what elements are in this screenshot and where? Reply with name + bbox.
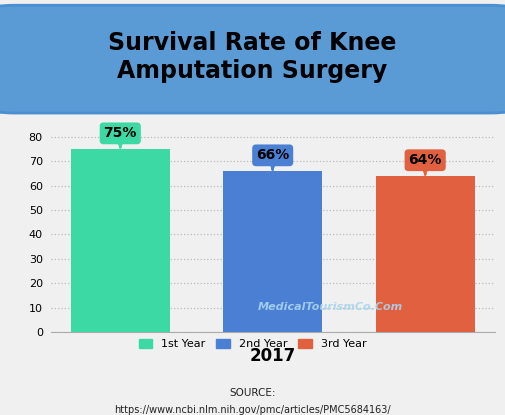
Bar [223, 171, 322, 332]
FancyBboxPatch shape [0, 5, 505, 113]
Text: MedicalTourismCo.Com: MedicalTourismCo.Com [258, 302, 403, 312]
Text: 64%: 64% [409, 153, 442, 174]
Legend: 1st Year, 2nd Year, 3rd Year: 1st Year, 2nd Year, 3rd Year [134, 334, 371, 354]
Bar [376, 176, 475, 332]
X-axis label: 2017: 2017 [249, 347, 296, 365]
Text: SOURCE:: SOURCE: [229, 388, 276, 398]
Text: 75%: 75% [104, 127, 137, 147]
Text: 66%: 66% [256, 148, 289, 169]
Bar [71, 149, 170, 332]
Text: Survival Rate of Knee
Amputation Surgery: Survival Rate of Knee Amputation Surgery [108, 31, 397, 83]
Text: https://www.ncbi.nlm.nih.gov/pmc/articles/PMC5684163/: https://www.ncbi.nlm.nih.gov/pmc/article… [114, 405, 391, 415]
